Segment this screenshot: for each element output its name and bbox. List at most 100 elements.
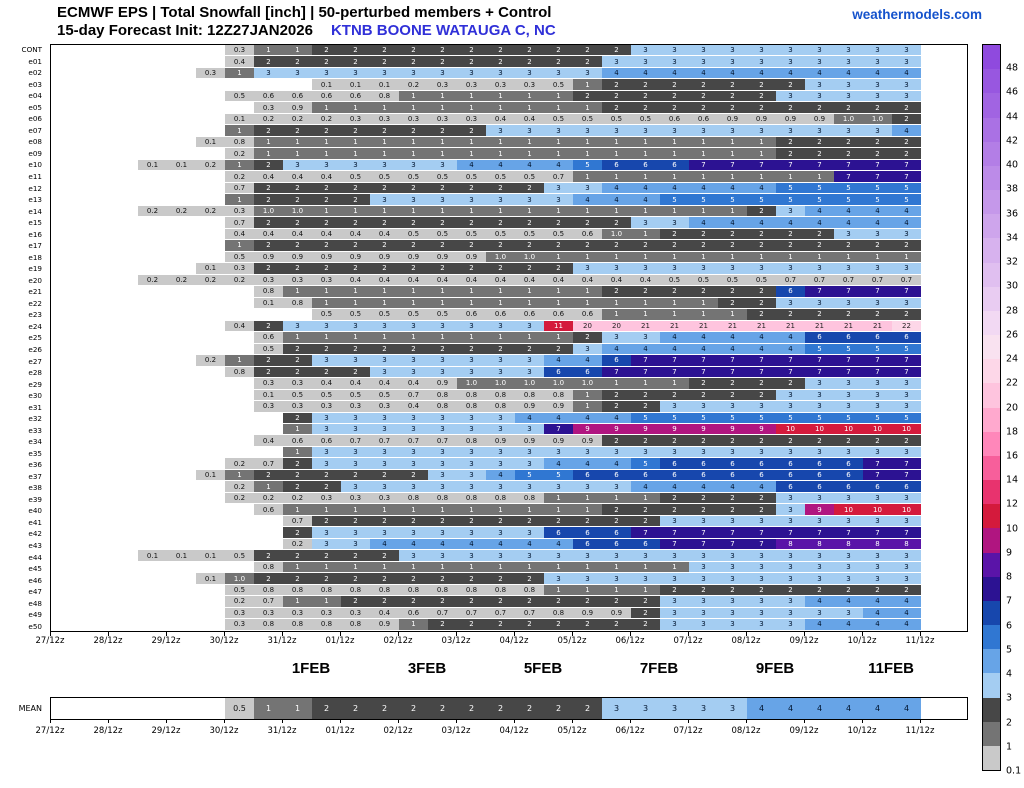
empty-cell bbox=[225, 309, 254, 321]
snowfall-cell: 2 bbox=[312, 515, 341, 528]
snowfall-cell: 2 bbox=[573, 217, 602, 229]
snowfall-cell: 9 bbox=[660, 423, 689, 436]
snowfall-cell: 3 bbox=[486, 194, 515, 206]
empty-cell bbox=[109, 286, 138, 298]
snowfall-cell: 2 bbox=[544, 45, 573, 57]
snowfall-cell: 3 bbox=[689, 550, 718, 562]
snowfall-cell: 3 bbox=[892, 228, 921, 241]
snowfall-cell: 2 bbox=[834, 240, 863, 252]
snowfall-cell: 0.5 bbox=[370, 309, 399, 321]
snowfall-cell: 3 bbox=[776, 550, 805, 562]
snowfall-cell: 2 bbox=[312, 343, 341, 356]
member-row: 0.2 1 1 1 1 1 1 1 1 1 1 1 1 1 1 1 1 1 1 2 2 2 2 2 bbox=[51, 148, 921, 160]
snowfall-cell: 3 bbox=[718, 515, 747, 528]
snowfall-cell: 1 bbox=[283, 286, 312, 298]
snowfall-cell: 1 bbox=[370, 561, 399, 574]
snowfall-cell: 2 bbox=[370, 515, 399, 528]
date-label: 7FEB bbox=[639, 660, 679, 677]
empty-cell bbox=[51, 504, 80, 516]
snowfall-cell: 0.7 bbox=[834, 274, 863, 287]
snowfall-cell: 4 bbox=[863, 596, 892, 608]
snowfall-cell: 2 bbox=[283, 217, 312, 229]
snowfall-cell: 3 bbox=[370, 355, 399, 367]
snowfall-cell: 2 bbox=[515, 263, 544, 275]
empty-cell bbox=[196, 596, 225, 608]
snowfall-cell: 3 bbox=[486, 320, 515, 333]
snowfall-cell: 1 bbox=[660, 251, 689, 264]
snowfall-cell: 6 bbox=[602, 527, 631, 539]
snowfall-cell: 0.2 bbox=[283, 538, 312, 551]
snowfall-cell: 3 bbox=[805, 492, 834, 505]
colorbar-tick-label: 0.1 bbox=[1006, 765, 1022, 777]
snowfall-cell: 1 bbox=[573, 389, 602, 402]
colorbar-segment bbox=[983, 69, 1000, 94]
snowfall-cell: 2 bbox=[283, 527, 312, 539]
snowfall-cell: 0.8 bbox=[312, 619, 341, 631]
snowfall-cell: 3 bbox=[747, 56, 776, 68]
snowfall-cell: 3 bbox=[399, 481, 428, 493]
snowfall-cell: 3 bbox=[631, 125, 660, 137]
snowfall-cell: 1 bbox=[776, 171, 805, 183]
snowfall-cell: 4 bbox=[602, 67, 631, 80]
empty-cell bbox=[80, 401, 109, 413]
empty-cell bbox=[196, 401, 225, 413]
snowfall-cell: 4 bbox=[689, 182, 718, 195]
snowfall-cell: 2 bbox=[660, 389, 689, 402]
member-label: e33 bbox=[28, 425, 42, 435]
member-row: 0.5 0.6 0.6 0.6 0.6 0.8 1 1 1 1 1 1 2 2 2 2 2 2 2 3 3 3 3 3 bbox=[51, 90, 921, 103]
snowfall-cell: 0.2 bbox=[225, 171, 254, 183]
snowfall-cell: 3 bbox=[718, 596, 747, 608]
snowfall-cell: 2 bbox=[399, 573, 428, 585]
snowfall-cell: 0.6 bbox=[573, 309, 602, 321]
snowfall-cell: 2 bbox=[747, 504, 776, 516]
snowfall-cell: 2 bbox=[718, 378, 747, 390]
empty-cell bbox=[109, 217, 138, 229]
snowfall-cell: 0.8 bbox=[428, 401, 457, 413]
empty-cell bbox=[138, 596, 167, 608]
snowfall-cell: 1 bbox=[718, 136, 747, 149]
member-row: 0.1 0.1 0.2 1 2 3 3 3 3 3 3 4 4 4 4 5 6 6 6 7 7 7 7 7 7 7 7 bbox=[51, 159, 921, 172]
snowfall-cell: 0.4 bbox=[283, 171, 312, 183]
member-row: 0.2 0.4 0.4 0.4 0.5 0.5 0.5 0.5 0.5 0.5 0.5 0.7 1 1 1 1… bbox=[51, 171, 921, 183]
snowfall-cell: 1 bbox=[312, 205, 341, 218]
snowfall-cell: 2 bbox=[689, 492, 718, 505]
snowfall-cell: 3 bbox=[892, 446, 921, 459]
snowfall-cell: 3 bbox=[544, 67, 573, 80]
member-label: e44 bbox=[28, 552, 42, 562]
snowfall-cell: 2 bbox=[457, 263, 486, 275]
empty-cell bbox=[51, 45, 80, 57]
colorbar-tick-label: 22 bbox=[1006, 377, 1019, 389]
axis-tick bbox=[398, 632, 399, 636]
snowfall-cell: 2 bbox=[457, 515, 486, 528]
snowfall-cell: 2 bbox=[399, 343, 428, 356]
snowfall-cell: 7 bbox=[689, 159, 718, 172]
empty-cell bbox=[138, 286, 167, 298]
colorbar-segment bbox=[983, 625, 1000, 650]
snowfall-cell: 3 bbox=[631, 45, 660, 57]
snowfall-cell: 1 bbox=[428, 286, 457, 298]
snowfall-cell: 2 bbox=[486, 240, 515, 252]
snowfall-cell: 1 bbox=[718, 205, 747, 218]
snowfall-cell: 1 bbox=[631, 297, 660, 310]
snowfall-cell: 7 bbox=[660, 366, 689, 379]
snowfall-cell: 3 bbox=[805, 45, 834, 57]
snowfall-cell: 0.2 bbox=[167, 274, 196, 287]
snowfall-cell: 4 bbox=[457, 538, 486, 551]
snowfall-cell: 3 bbox=[776, 263, 805, 275]
snowfall-cell: 1 bbox=[486, 148, 515, 160]
snowfall-cell: 3 bbox=[718, 607, 747, 620]
snowfall-cell: 0.7 bbox=[225, 182, 254, 195]
empty-cell bbox=[109, 79, 138, 91]
snowfall-cell: 4 bbox=[747, 343, 776, 356]
snowfall-cell: 6 bbox=[776, 481, 805, 493]
empty-cell bbox=[80, 344, 109, 356]
snowfall-cell: 1 bbox=[312, 136, 341, 149]
snowfall-cell: 3 bbox=[776, 619, 805, 631]
snowfall-cell: 0.2 bbox=[312, 113, 341, 126]
snowfall-cell: 2 bbox=[631, 240, 660, 252]
snowfall-cell: 0.9 bbox=[573, 435, 602, 447]
snowfall-cell: 1 bbox=[341, 102, 370, 114]
member-row: 0.4 2 3 3 3 3 3 3 3 3 3 11 20 20 21 21 21 21 21 21 21 21 21 22 bbox=[51, 320, 921, 333]
brand-link[interactable]: weathermodels.com bbox=[852, 7, 982, 22]
